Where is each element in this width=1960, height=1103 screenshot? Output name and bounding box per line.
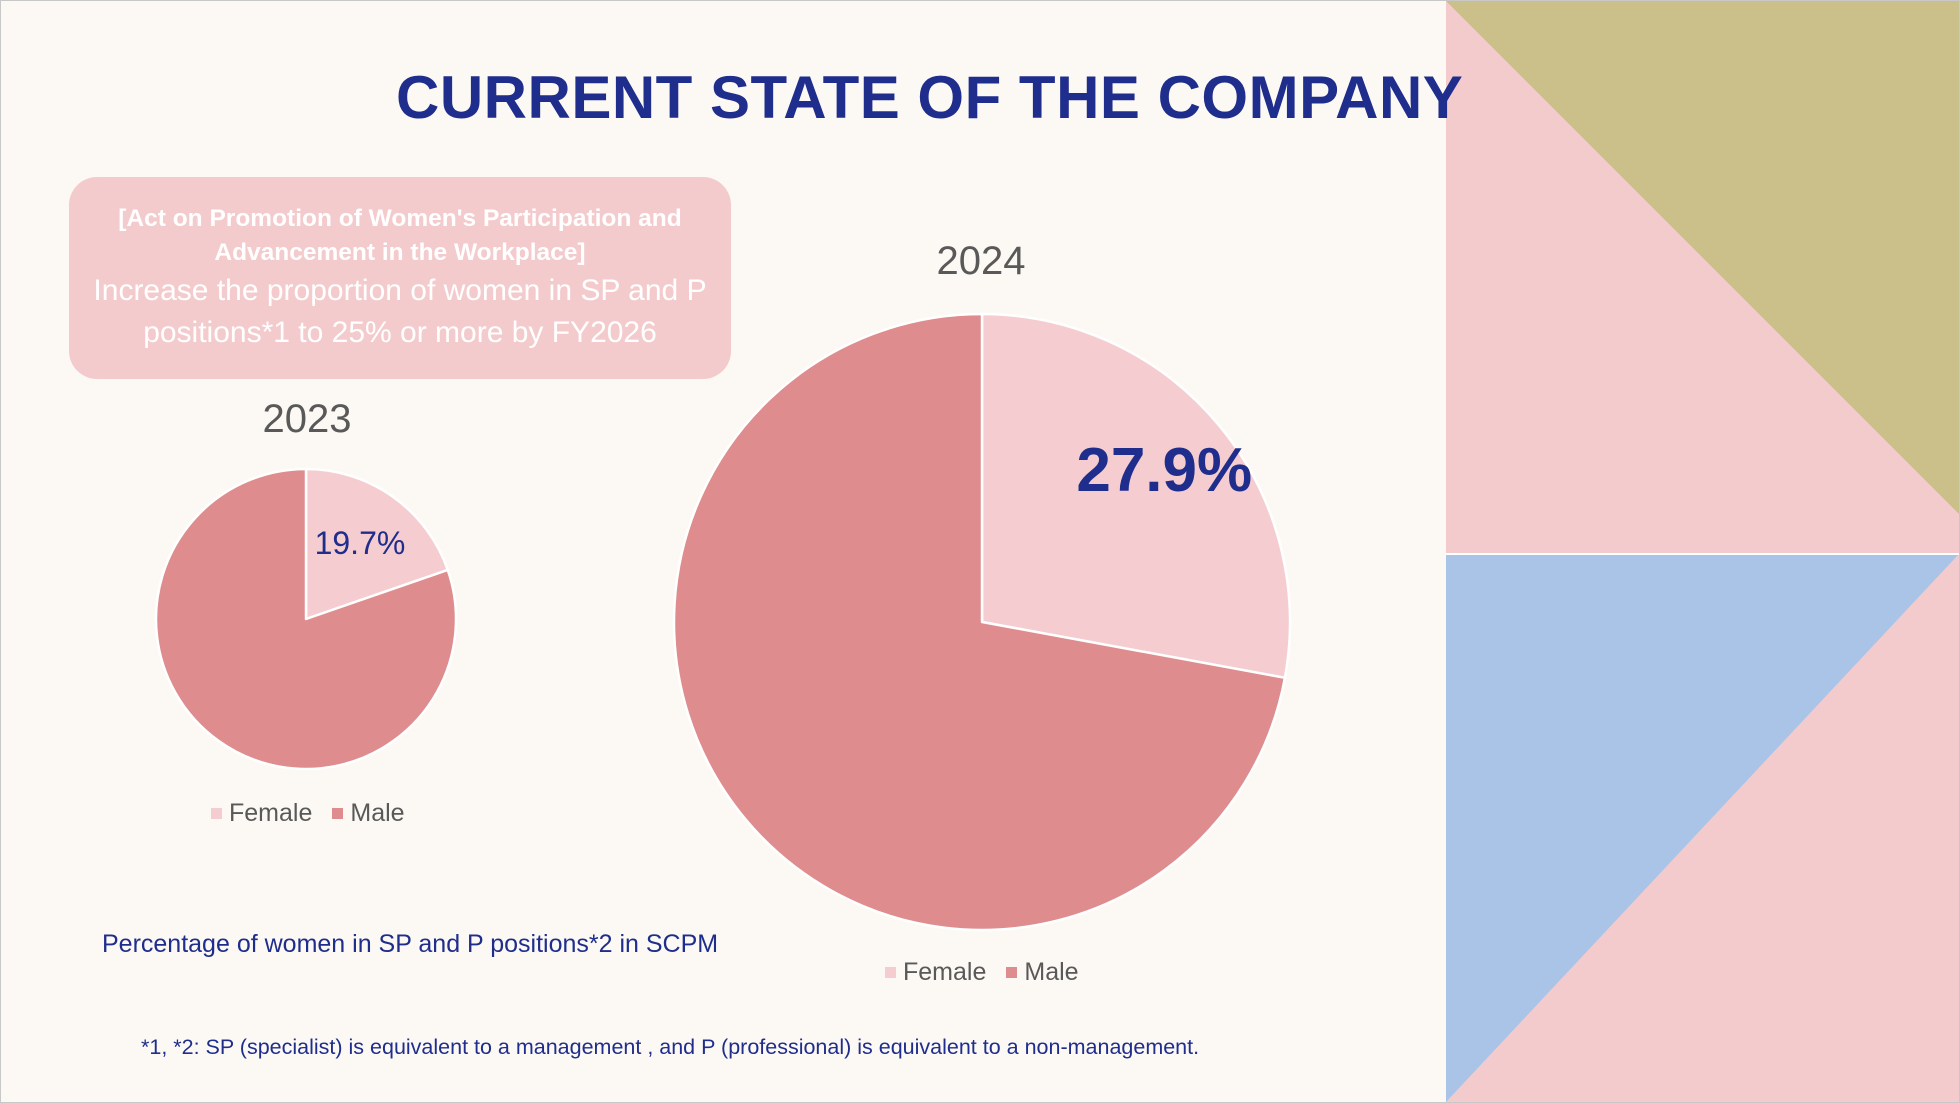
target-box: [Act on Promotion of Women's Participati… xyxy=(69,177,731,379)
legend-swatch-male xyxy=(1006,967,1018,978)
legend-label-male: Male xyxy=(350,799,405,827)
footnote: *1, *2: SP (specialist) is equivalent to… xyxy=(141,1035,1200,1059)
pie-chart-2024: 27.9% xyxy=(672,312,1292,932)
deco-blue-triangle xyxy=(1446,554,1959,1102)
chart-caption: Percentage of women in SP and P position… xyxy=(102,930,719,958)
target-goal-text: Increase the proportion of women in SP a… xyxy=(93,274,707,349)
target-act-label: [Act on Promotion of Women's Participati… xyxy=(118,205,682,266)
legend-label-female: Female xyxy=(903,958,987,986)
legend-item-female: Female xyxy=(885,958,986,987)
legend-swatch-female xyxy=(885,967,896,978)
legend-2024: Female Male xyxy=(885,958,1079,987)
legend-label-female: Female xyxy=(229,799,313,827)
legend-2023: Female Male xyxy=(211,799,405,828)
legend-swatch-male xyxy=(332,808,344,819)
pie-chart-2023: 19.7% xyxy=(154,467,458,771)
pie-slice-male xyxy=(672,312,1287,932)
decorative-triangles xyxy=(1446,1,1959,1102)
legend-label-male: Male xyxy=(1024,958,1079,986)
legend-swatch-female xyxy=(211,808,222,819)
pie-slice-male xyxy=(154,467,458,771)
data-label-female: 19.7% xyxy=(315,525,406,561)
legend-item-male: Male xyxy=(332,799,405,828)
legend-item-male: Male xyxy=(1006,958,1079,987)
page-title: CURRENT STATE OF THE COMPANY xyxy=(396,64,1464,131)
data-label-female: 27.9% xyxy=(1076,436,1252,505)
legend-item-female: Female xyxy=(211,799,312,828)
chart-title-2024: 2024 xyxy=(936,239,1026,283)
chart-title-2023: 2023 xyxy=(262,397,352,441)
pie-slice-female xyxy=(980,312,1292,680)
deco-gold-triangle xyxy=(1446,1,1959,514)
